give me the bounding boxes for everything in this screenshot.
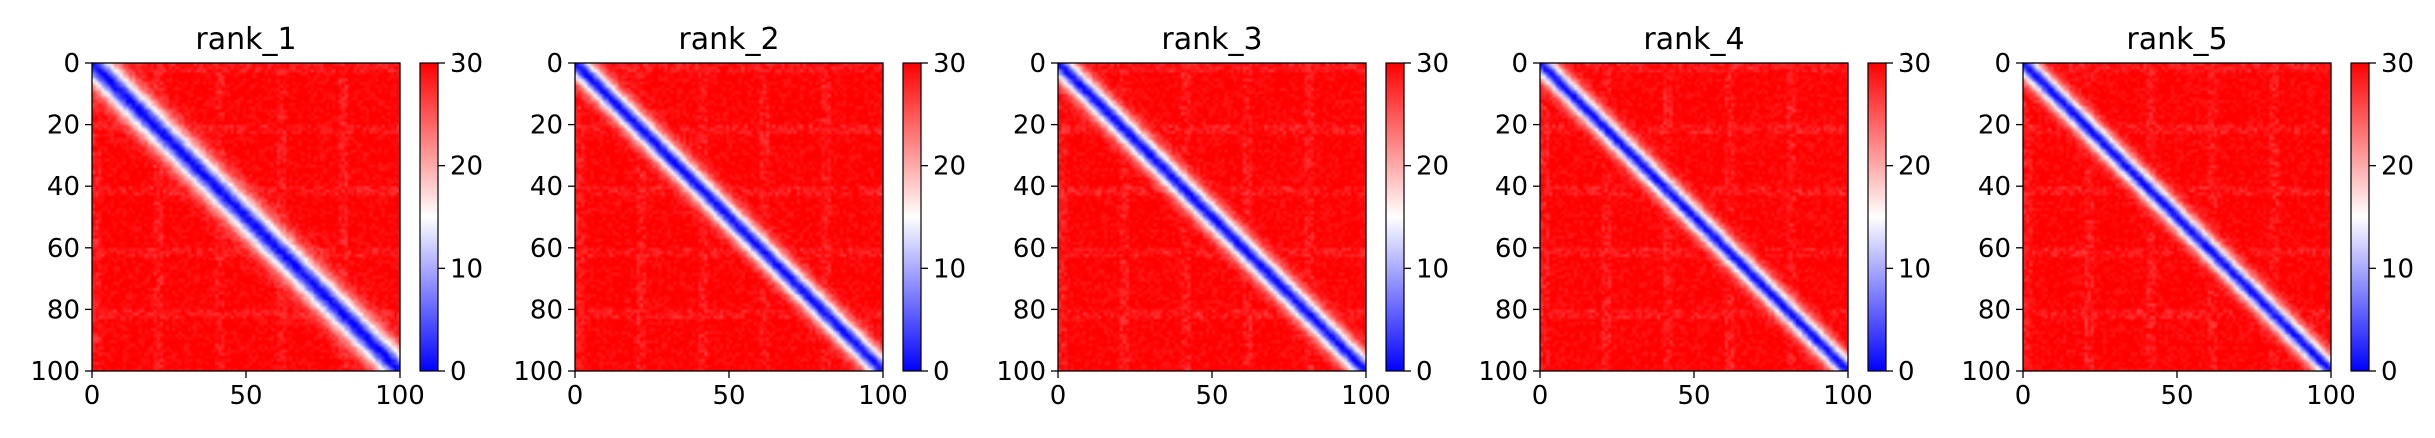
colorbar (419, 62, 439, 372)
y-tick-label: 0 (546, 49, 563, 79)
y-tick-label: 80 (1495, 295, 1528, 325)
colorbar-tick-label: 0 (1898, 357, 1915, 387)
y-tick-label: 60 (1495, 234, 1528, 264)
y-tick-label: 40 (1978, 172, 2011, 202)
colorbar-tick-label: 20 (450, 152, 483, 182)
colorbar-tick-label: 10 (2381, 254, 2414, 284)
colorbar-tick-label: 0 (2381, 357, 2398, 387)
colorbar-tick-label: 10 (1898, 254, 1931, 284)
x-tick-label: 50 (712, 381, 745, 411)
colorbar-tick-label: 20 (2381, 152, 2414, 182)
y-tick-label: 60 (530, 234, 563, 264)
y-tick-label: 40 (47, 172, 80, 202)
y-tick-label: 0 (1994, 49, 2011, 79)
colorbar-tick-label: 30 (1416, 49, 1449, 79)
x-tick-label: 100 (1823, 381, 1873, 411)
heatmap-image (1540, 63, 1848, 371)
colorbar-tick-label: 20 (933, 152, 966, 182)
colorbar-tick-label: 10 (450, 254, 483, 284)
x-tick-label: 100 (1341, 381, 1391, 411)
panel-title: rank_1 (195, 22, 296, 57)
y-tick-label: 60 (47, 234, 80, 264)
x-tick-label: 0 (567, 381, 584, 411)
x-tick-label: 100 (2306, 381, 2356, 411)
y-tick-label: 100 (30, 357, 80, 387)
colorbar (2350, 62, 2370, 372)
y-tick-label: 40 (530, 172, 563, 202)
panel-title: rank_2 (678, 22, 779, 57)
y-tick-label: 100 (1478, 357, 1528, 387)
panel-title: rank_3 (1161, 22, 1262, 57)
y-tick-label: 20 (1013, 111, 1046, 141)
x-tick-label: 0 (84, 381, 101, 411)
y-tick-label: 100 (513, 357, 563, 387)
x-tick-label: 50 (2160, 381, 2193, 411)
y-tick-label: 20 (47, 111, 80, 141)
x-tick-label: 0 (1532, 381, 1549, 411)
colorbar-tick-label: 20 (1898, 152, 1931, 182)
y-tick-label: 100 (996, 357, 1046, 387)
x-tick-label: 50 (1195, 381, 1228, 411)
colorbar (902, 62, 922, 372)
y-tick-label: 80 (1978, 295, 2011, 325)
colorbar-tick-label: 10 (933, 254, 966, 284)
y-tick-label: 20 (1978, 111, 2011, 141)
y-tick-label: 80 (1013, 295, 1046, 325)
y-tick-label: 0 (1029, 49, 1046, 79)
y-tick-label: 40 (1495, 172, 1528, 202)
y-tick-label: 100 (1961, 357, 2011, 387)
colorbar-tick-label: 30 (2381, 49, 2414, 79)
y-tick-label: 80 (530, 295, 563, 325)
x-tick-label: 50 (1677, 381, 1710, 411)
x-tick-label: 0 (2015, 381, 2032, 411)
heatmap-image (92, 63, 400, 371)
colorbar-tick-label: 0 (1416, 357, 1433, 387)
x-tick-label: 100 (858, 381, 908, 411)
y-tick-label: 20 (1495, 111, 1528, 141)
colorbar-tick-label: 10 (1416, 254, 1449, 284)
y-tick-label: 60 (1013, 234, 1046, 264)
panel-title: rank_4 (1643, 22, 1744, 57)
y-tick-label: 0 (1511, 49, 1528, 79)
colorbar-tick-label: 0 (933, 357, 950, 387)
x-tick-label: 0 (1050, 381, 1067, 411)
colorbar-tick-label: 0 (450, 357, 467, 387)
colorbar-tick-label: 20 (1416, 152, 1449, 182)
colorbar (1385, 62, 1405, 372)
y-tick-label: 0 (63, 49, 80, 79)
y-tick-label: 20 (530, 111, 563, 141)
heatmap-image (1058, 63, 1366, 371)
colorbar-tick-label: 30 (1898, 49, 1931, 79)
colorbar-tick-label: 30 (933, 49, 966, 79)
y-tick-label: 60 (1978, 234, 2011, 264)
x-tick-label: 100 (375, 381, 425, 411)
colorbar (1867, 62, 1887, 372)
x-tick-label: 50 (229, 381, 262, 411)
y-tick-label: 40 (1013, 172, 1046, 202)
heatmap-image (2023, 63, 2331, 371)
colorbar-tick-label: 30 (450, 49, 483, 79)
heatmap-image (575, 63, 883, 371)
y-tick-label: 80 (47, 295, 80, 325)
panel-title: rank_5 (2126, 22, 2227, 57)
